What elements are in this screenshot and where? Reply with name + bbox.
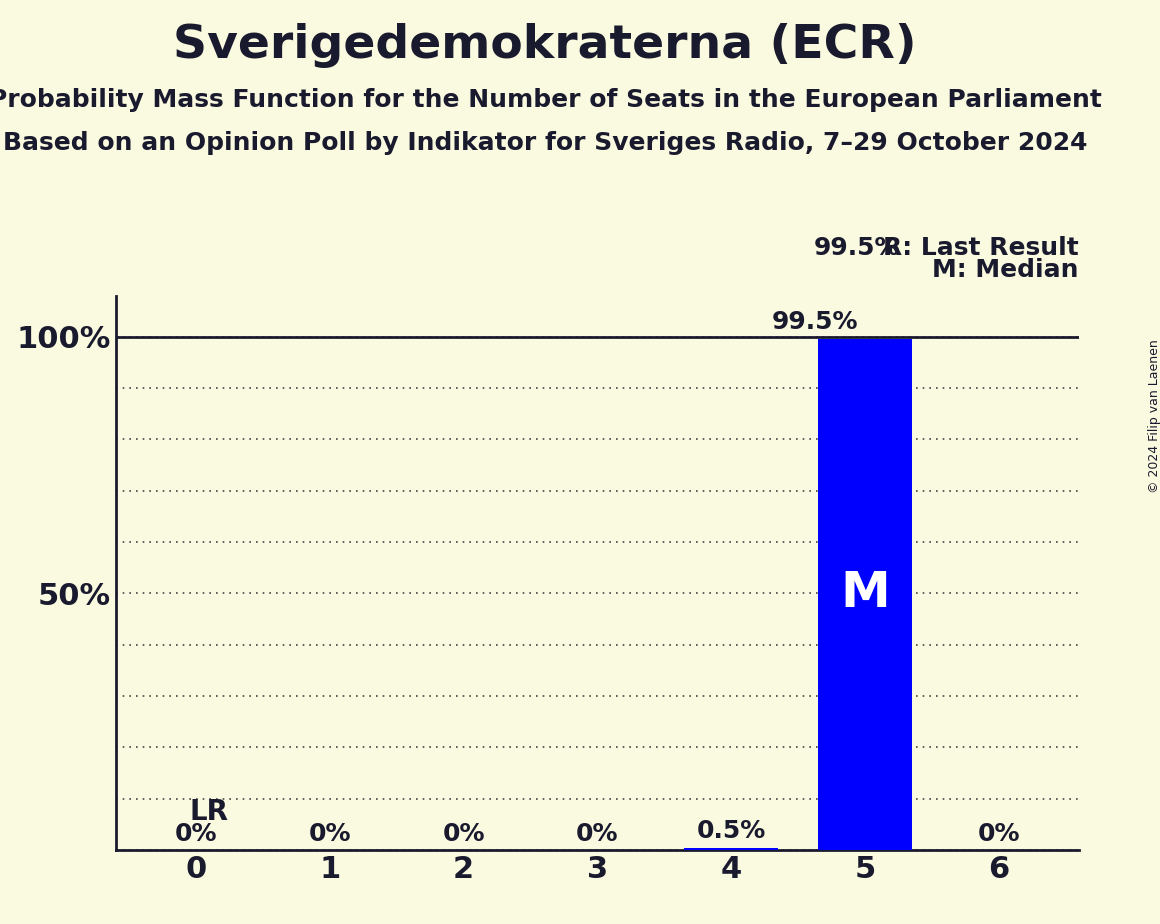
Text: 99.5%: 99.5% <box>814 236 900 260</box>
Text: 0%: 0% <box>978 822 1020 846</box>
Text: Probability Mass Function for the Number of Seats in the European Parliament: Probability Mass Function for the Number… <box>0 88 1102 112</box>
Text: Sverigedemokraterna (ECR): Sverigedemokraterna (ECR) <box>174 23 916 68</box>
Text: 0%: 0% <box>175 822 217 846</box>
Text: M: M <box>840 569 890 617</box>
Text: LR: LR <box>189 797 229 825</box>
Text: © 2024 Filip van Laenen: © 2024 Filip van Laenen <box>1147 339 1160 492</box>
Text: 0%: 0% <box>577 822 618 846</box>
Text: R: Last Result: R: Last Result <box>883 236 1079 260</box>
Bar <box>684 847 778 850</box>
Text: 0.5%: 0.5% <box>696 820 766 844</box>
Text: 0%: 0% <box>309 822 351 846</box>
Text: 0%: 0% <box>442 822 485 846</box>
Text: Based on an Opinion Poll by Indikator for Sveriges Radio, 7–29 October 2024: Based on an Opinion Poll by Indikator fo… <box>3 131 1087 155</box>
Text: M: Median: M: Median <box>933 258 1079 282</box>
Text: 99.5%: 99.5% <box>771 310 858 334</box>
Bar <box>818 339 912 850</box>
